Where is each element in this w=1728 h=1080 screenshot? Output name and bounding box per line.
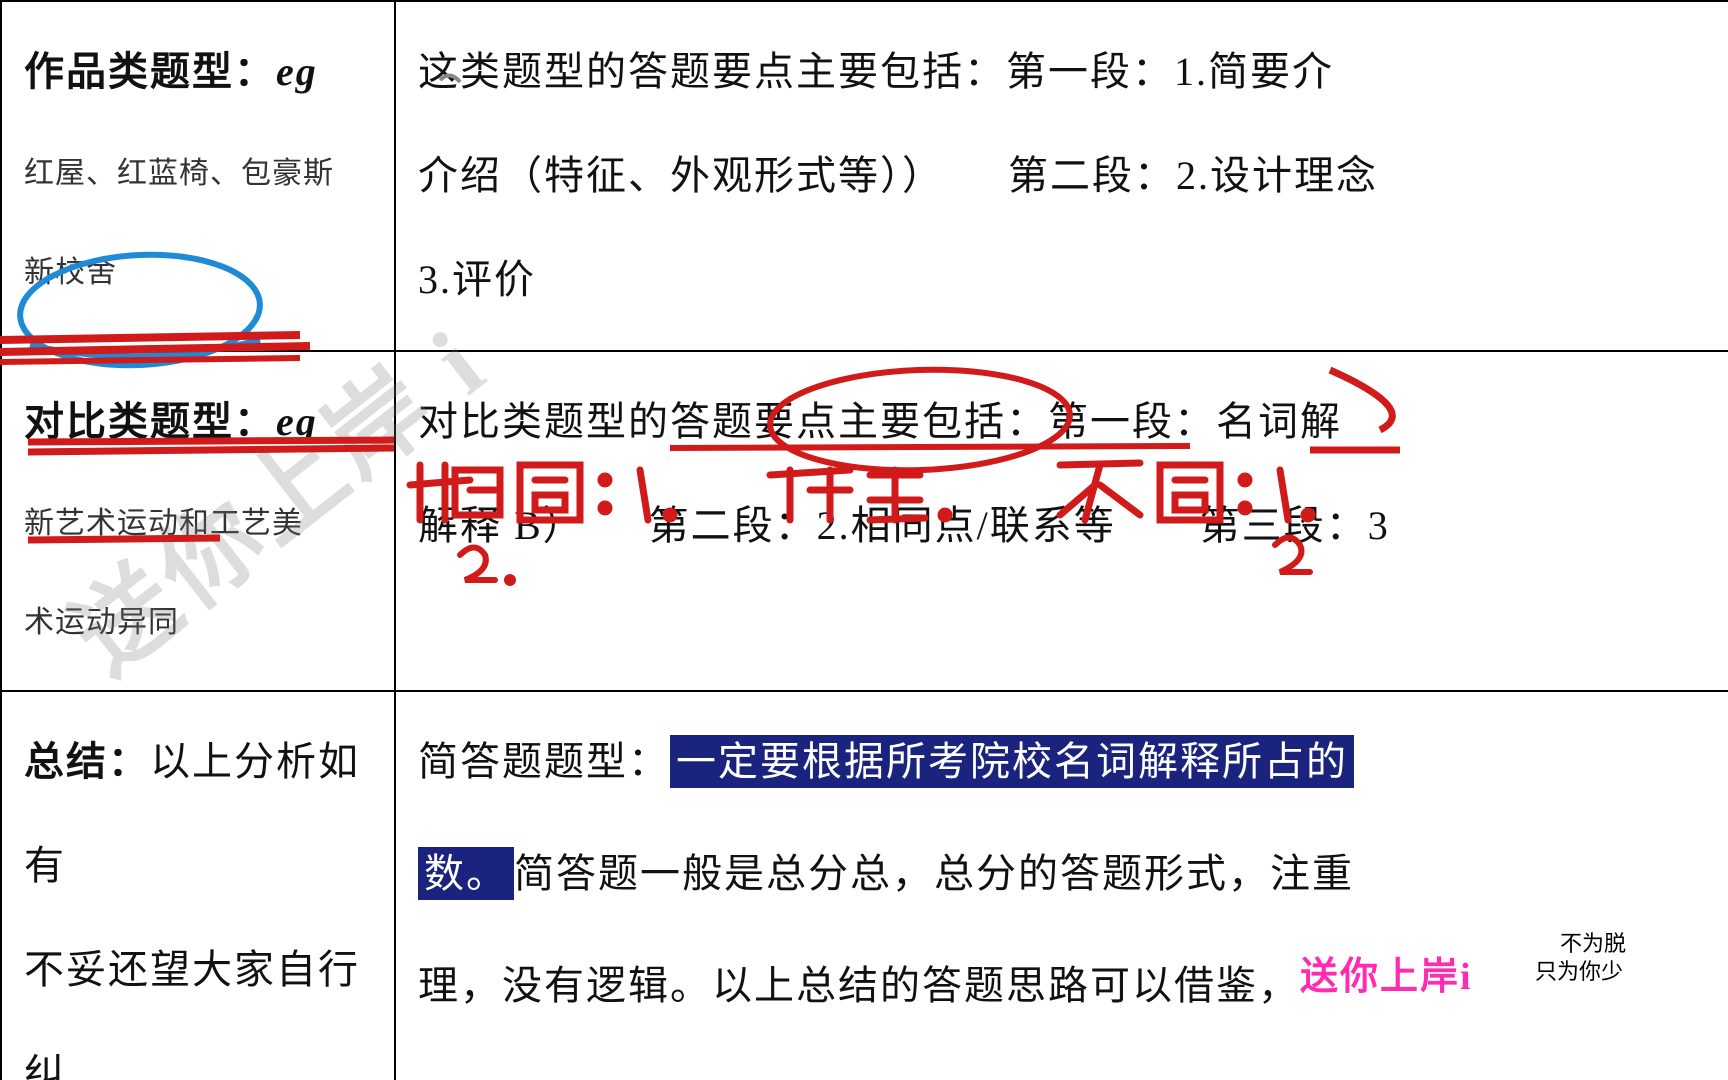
row1-example-1: 红屋、红蓝椅、包豪斯 — [24, 124, 372, 223]
row-summary: 总结：以上分析如有 不妥还望大家自行纠 正 简答题题型：一定要根据所考院校名词解… — [1, 691, 1728, 1080]
signature-small-1: 不为脱 — [1560, 930, 1626, 959]
row1-example-2: 新校舍 — [24, 223, 372, 322]
row3-right-cell: 简答题题型：一定要根据所考院校名词解释所占的 数。简答题一般是总分总，总分的答题… — [395, 691, 1728, 1080]
row1-right-l3: 3.评价 — [418, 228, 1706, 332]
row1-right-cell: 这类题型的答题要点主要包括：第一段：1.简要介 介绍（特征、外观形式等）） 第二… — [395, 1, 1728, 351]
row2-right-cell: 对比类题型的答题要点主要包括：第一段：名词解 解释 B） 第二段：2.相同点/联… — [395, 351, 1728, 691]
page-root: 作品类题型：eg 红屋、红蓝椅、包豪斯 新校舍 这类题型的答题要点主要包括：第一… — [0, 0, 1728, 1080]
row2-right-l2: 解释 B） 第二段：2.相同点/联系等 第三段：3 — [418, 474, 1706, 578]
row1-left-cell: 作品类题型：eg 红屋、红蓝椅、包豪斯 新校舍 — [1, 1, 395, 351]
row3-left-cell: 总结：以上分析如有 不妥还望大家自行纠 正 — [1, 691, 395, 1080]
row3-right-prefix: 简答题题型： — [418, 739, 670, 784]
row3-left-l2: 不妥还望大家自行纠 — [24, 918, 372, 1080]
row1-eg: eg — [276, 49, 318, 94]
row3-hl1: 一定要根据所考院校名词解释所占的 — [670, 735, 1354, 788]
row-works-type: 作品类题型：eg 红屋、红蓝椅、包豪斯 新校舍 这类题型的答题要点主要包括：第一… — [1, 1, 1728, 351]
row1-title: 作品类题型： — [24, 49, 276, 94]
row1-right-l1: 这类题型的答题要点主要包括：第一段：1.简要介 — [418, 20, 1706, 124]
signature-pink: 送你上岸i — [1300, 945, 1473, 1000]
row3-rest1: 简答题一般是总分总，总分的答题形式，注重 — [514, 851, 1354, 896]
signature-small-2: 只为你少 — [1535, 958, 1623, 987]
row3-title: 总结： — [24, 739, 150, 784]
row2-right-l1: 对比类题型的答题要点主要包括：第一段：名词解 — [418, 370, 1706, 474]
row3-rest2: 理，没有逻辑。以上总结的答题思路可以借鉴， — [418, 934, 1706, 1038]
row1-right-l2: 介绍（特征、外观形式等）） 第二段：2.设计理念 — [418, 124, 1706, 228]
row3-hl2: 数。 — [418, 847, 514, 900]
